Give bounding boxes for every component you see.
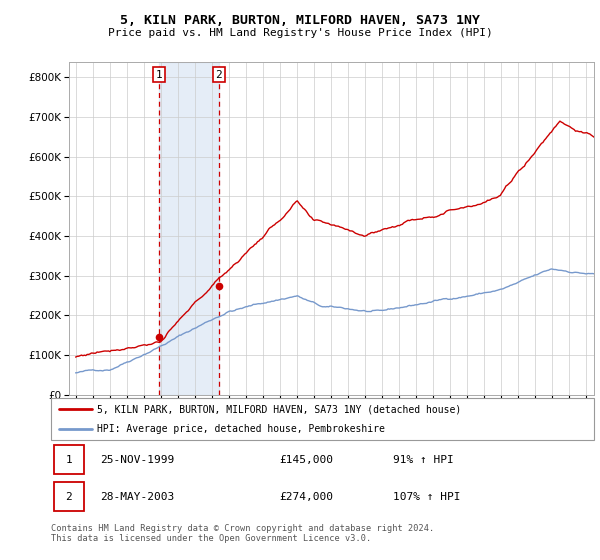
Text: Price paid vs. HM Land Registry's House Price Index (HPI): Price paid vs. HM Land Registry's House … [107,28,493,38]
Text: HPI: Average price, detached house, Pembrokeshire: HPI: Average price, detached house, Pemb… [97,424,385,434]
Text: 2: 2 [215,69,222,80]
Text: 5, KILN PARK, BURTON, MILFORD HAVEN, SA73 1NY: 5, KILN PARK, BURTON, MILFORD HAVEN, SA7… [120,14,480,27]
Text: 91% ↑ HPI: 91% ↑ HPI [393,455,454,465]
Text: 1: 1 [155,69,163,80]
Text: 25-NOV-1999: 25-NOV-1999 [100,455,174,465]
Bar [54,445,83,474]
Text: Contains HM Land Registry data © Crown copyright and database right 2024.
This d: Contains HM Land Registry data © Crown c… [51,524,434,543]
Text: 28-MAY-2003: 28-MAY-2003 [100,492,174,502]
Text: 2: 2 [65,492,72,502]
Text: 107% ↑ HPI: 107% ↑ HPI [393,492,461,502]
Text: £145,000: £145,000 [279,455,333,465]
Text: 1: 1 [65,455,72,465]
Text: £274,000: £274,000 [279,492,333,502]
Text: 5, KILN PARK, BURTON, MILFORD HAVEN, SA73 1NY (detached house): 5, KILN PARK, BURTON, MILFORD HAVEN, SA7… [97,404,461,414]
Bar [159,62,219,395]
Bar [54,483,83,511]
